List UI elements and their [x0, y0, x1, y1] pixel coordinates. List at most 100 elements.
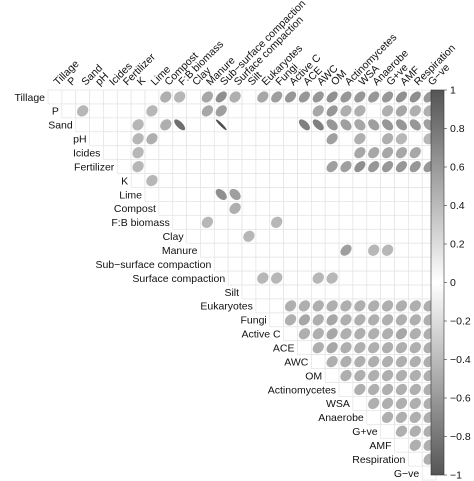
grid-cell	[255, 256, 271, 272]
ellipse-eukaryotes-amf	[395, 300, 408, 312]
grid-cell	[297, 284, 312, 300]
grid-cell	[324, 256, 340, 272]
grid-cell	[408, 187, 423, 202]
colorbar-tick-label: −0.6	[450, 393, 471, 405]
grid-cell	[408, 201, 423, 216]
grid-cell	[227, 215, 243, 230]
grid-cell	[241, 89, 257, 105]
grid-cell	[186, 131, 201, 147]
ellipse-icides-amf	[395, 147, 408, 159]
grid-cell	[338, 145, 354, 161]
grid-cell	[241, 242, 257, 258]
colorbar-tick-label: −0.2	[450, 316, 471, 328]
row-label: Active C	[242, 329, 282, 341]
grid-cell	[116, 145, 132, 161]
ellipse-tillage-f-b-biomass	[174, 91, 186, 103]
ellipse-ph-wsa	[354, 133, 366, 145]
grid-cell	[269, 145, 284, 161]
ellipse-om-respiration	[409, 369, 421, 382]
ellipse-awc-g-ve	[381, 356, 394, 368]
grid-cell	[269, 201, 284, 216]
grid-cell	[47, 89, 63, 105]
grid-cell	[297, 187, 312, 202]
grid-cell	[283, 131, 298, 147]
grid-cell	[255, 131, 271, 147]
grid-cell	[213, 145, 229, 161]
ellipse-clay-silt	[243, 230, 255, 242]
colorbar-tick-label: 0.4	[450, 200, 465, 212]
grid-cell	[338, 228, 354, 244]
ellipse-tillage-active-c	[284, 91, 297, 103]
row-label: Respiration	[352, 454, 405, 466]
grid-cell	[380, 284, 395, 300]
ellipse-active-c-amf	[395, 328, 408, 340]
grid-cell	[200, 145, 215, 161]
ellipse-eukaryotes-wsa	[354, 300, 366, 312]
grid-cell	[283, 103, 298, 119]
ellipse-p-g-ve	[381, 105, 394, 117]
grid-cell	[408, 451, 423, 467]
grid-cell	[144, 117, 160, 133]
grid-cell	[310, 201, 326, 216]
grid-cell	[116, 89, 132, 105]
grid-cell	[394, 215, 409, 230]
row-label: Silt	[224, 287, 239, 299]
row-label: Surface compaction	[132, 273, 225, 285]
grid-cell	[283, 256, 298, 272]
ellipse-f-b-biomass-fungi	[271, 216, 283, 228]
grid-cell	[213, 256, 229, 272]
row-label: pH	[73, 134, 86, 146]
row-label: Eukaryotes	[200, 301, 253, 313]
grid-cell	[241, 187, 257, 202]
grid-cell	[172, 103, 187, 119]
ellipse-om-g-ve	[381, 369, 394, 382]
grid-cell	[366, 103, 381, 119]
ellipse-lime-surface-compaction	[229, 188, 241, 201]
grid-cell	[103, 89, 118, 105]
grid-cell	[366, 410, 381, 425]
ellipse-p-manure	[201, 105, 214, 117]
row-label: Sand	[48, 120, 73, 132]
grid-cell	[269, 228, 284, 244]
grid-cell	[172, 215, 187, 230]
grid-cell	[116, 131, 132, 147]
grid-cell	[283, 242, 298, 258]
ellipse-anaerobe-respiration	[409, 411, 421, 423]
grid-cell	[352, 256, 368, 272]
grid-cell	[213, 201, 229, 216]
grid-cell	[380, 423, 395, 439]
ellipse-awc-actinomycetes	[340, 356, 352, 368]
grid-cell	[241, 201, 257, 216]
ellipse-active-c-anaerobe	[368, 328, 380, 340]
ellipse-fungi-wsa	[354, 314, 366, 326]
grid-cell	[269, 284, 284, 300]
grid-cell	[324, 201, 340, 216]
ellipse-anaerobe-g-ve	[381, 411, 394, 423]
ellipse-anaerobe-amf	[395, 411, 408, 423]
grid-cell	[255, 145, 271, 161]
ellipse-fertilizer-respiration	[409, 161, 421, 173]
grid-cell	[172, 159, 187, 174]
ellipse-ace-actinomycetes	[340, 342, 352, 354]
grid-cell	[283, 117, 298, 133]
ellipse-sand-awc	[312, 119, 324, 131]
ellipse-awc-wsa	[354, 356, 366, 368]
row-label: Sub−surface compaction	[95, 259, 211, 271]
grid-cell	[241, 256, 257, 272]
grid-cell	[103, 145, 118, 161]
ellipse-g-ve-respiration	[409, 425, 421, 437]
grid-cell	[283, 215, 298, 230]
grid-cell	[200, 228, 215, 244]
grid-cell	[352, 270, 368, 286]
ellipse-tillage-amf	[395, 91, 407, 103]
ellipse-p-actinomycetes	[340, 105, 352, 117]
grid-cell	[366, 256, 381, 272]
grid-cell	[324, 284, 340, 300]
ellipse-fungi-active-c	[284, 314, 297, 326]
ellipse-active-c-actinomycetes	[340, 328, 352, 340]
grid-cell	[158, 159, 174, 174]
grid-cell	[324, 145, 340, 161]
grid-cell	[366, 201, 381, 216]
grid-cell	[380, 270, 395, 286]
grid-cell	[269, 173, 284, 188]
